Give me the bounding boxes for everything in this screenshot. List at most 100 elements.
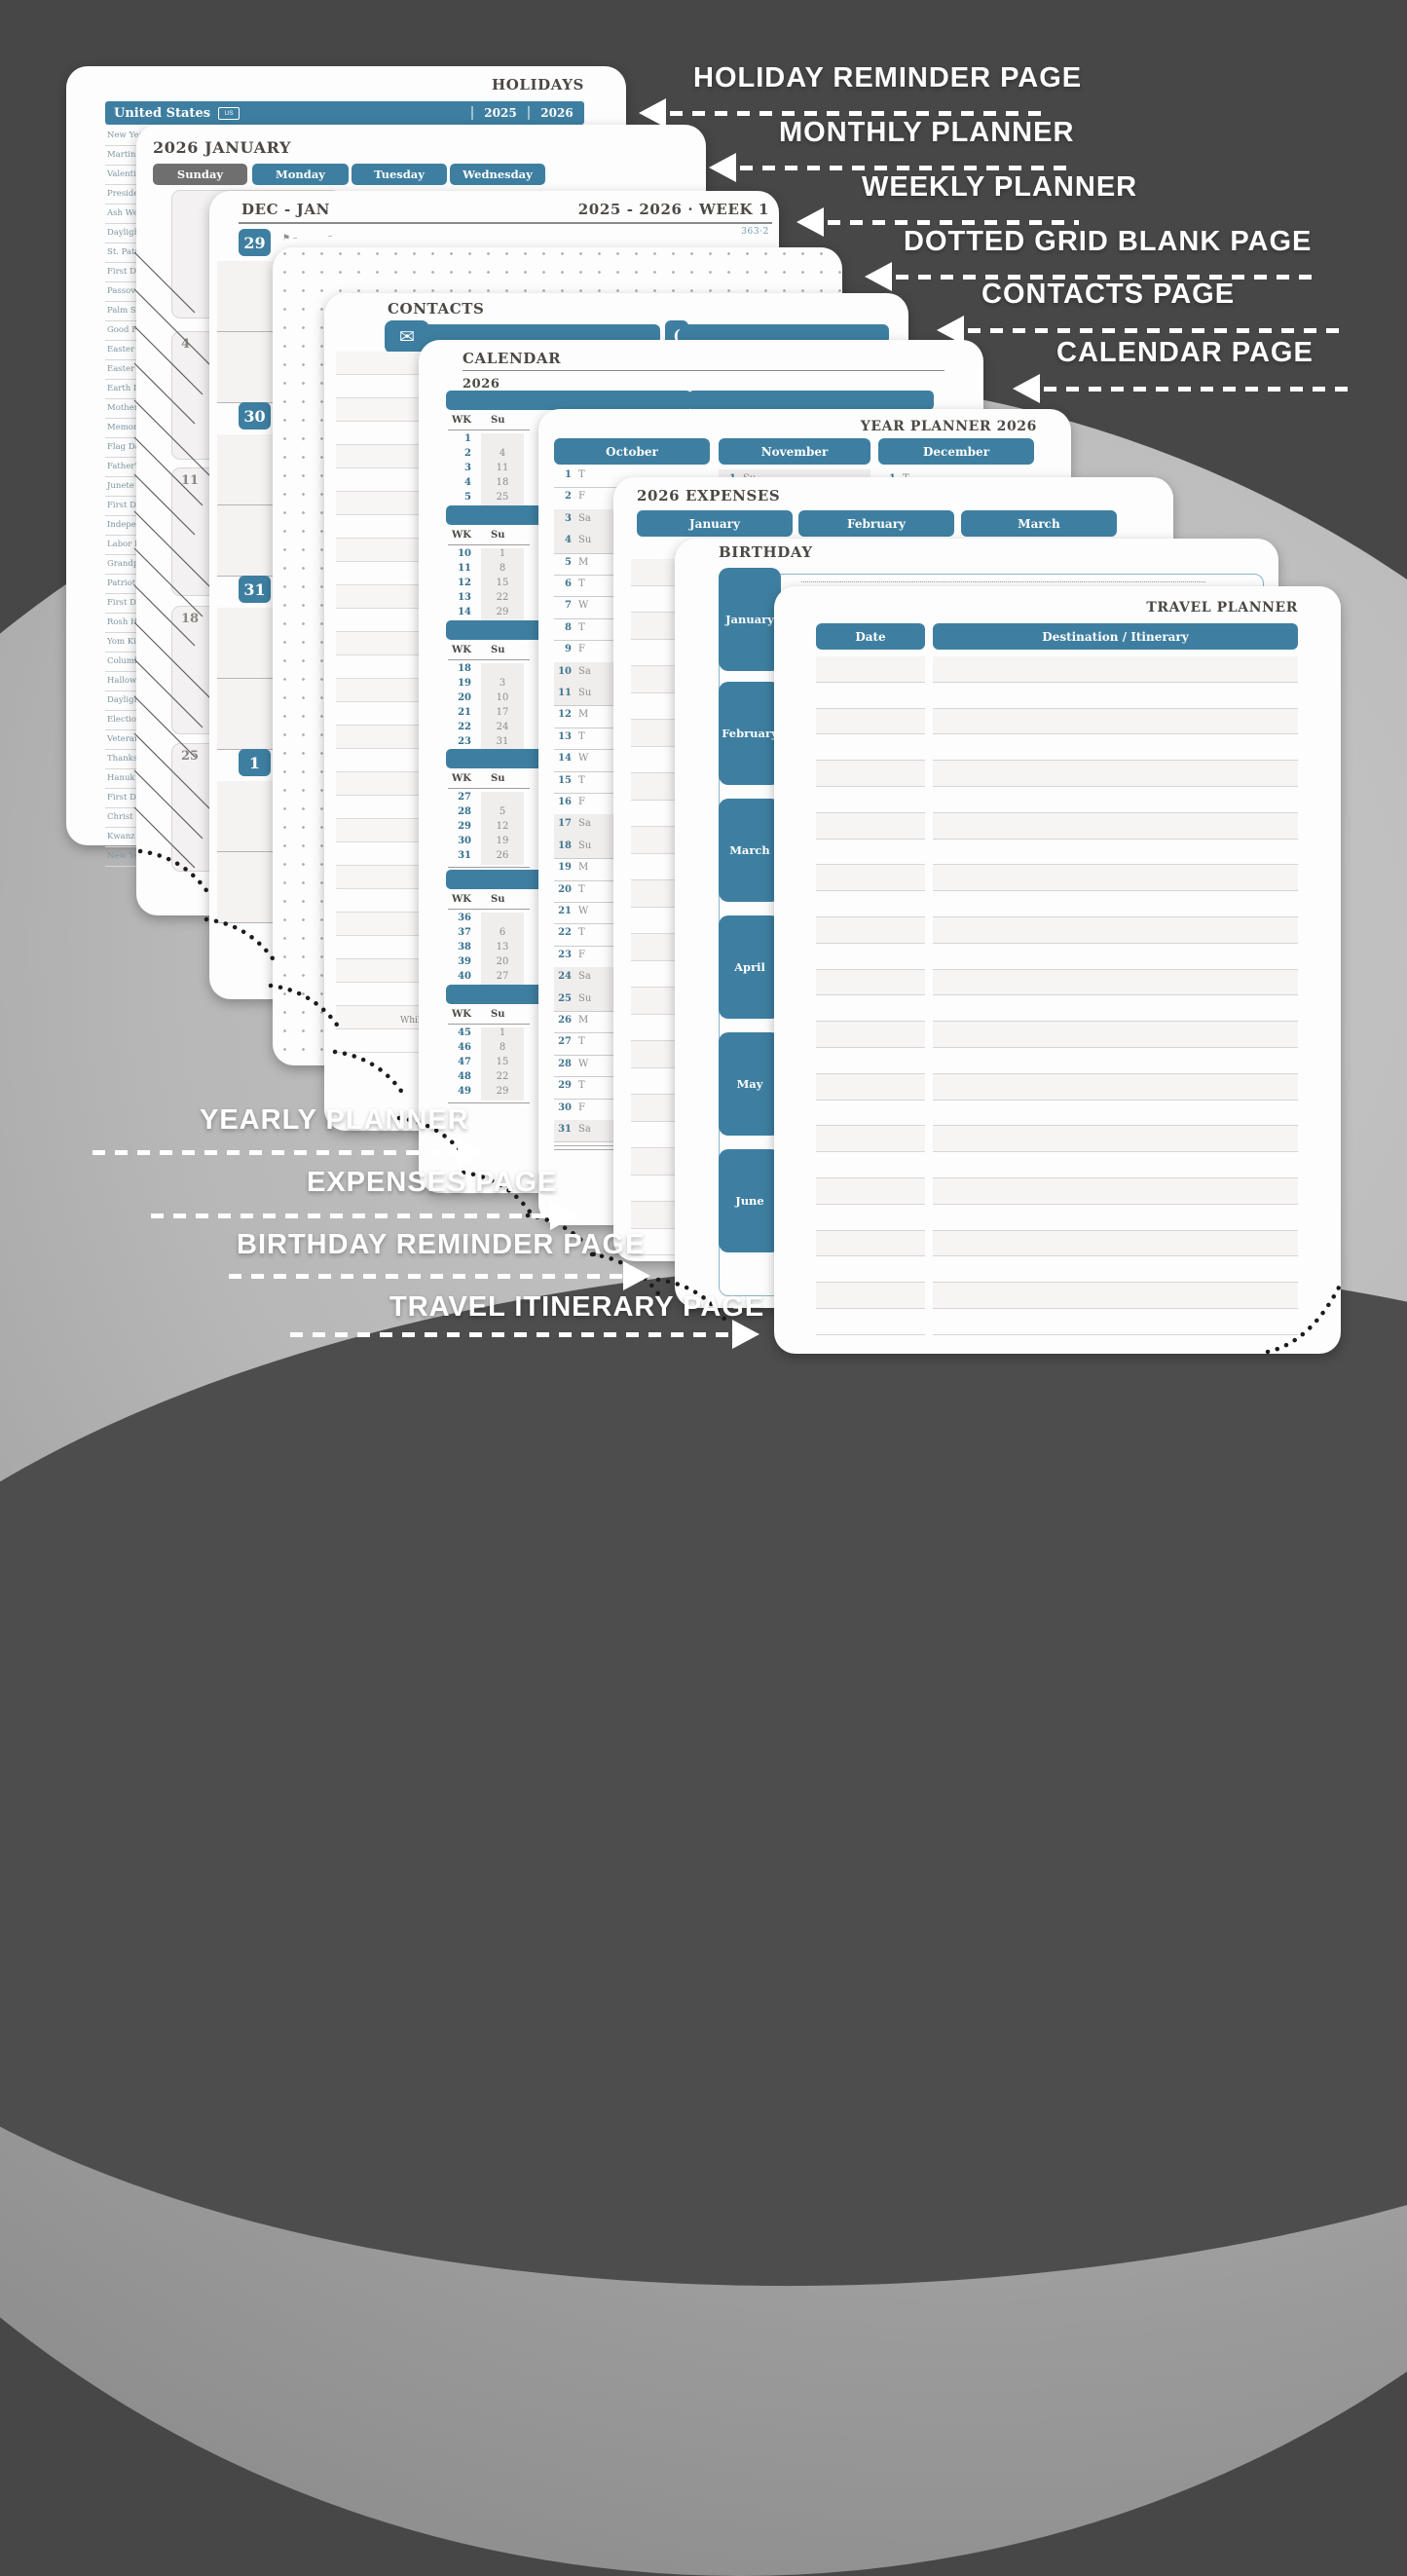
- holiday-name: First D: [107, 793, 136, 803]
- calendar-sunday-date: 1: [481, 548, 524, 563]
- calendar-week-number: 2: [464, 448, 471, 459]
- october-day-row: 25 Su: [554, 989, 622, 1012]
- travel-date-row: [816, 656, 925, 683]
- travel-destination-row: [933, 1048, 1298, 1074]
- travel-destination-row: [933, 1205, 1298, 1231]
- holiday-row: Memor: [105, 419, 138, 438]
- holiday-name: New Year': [107, 131, 150, 140]
- calendar-sunday-date: 20: [481, 956, 524, 971]
- sunday-cell-date: 11: [181, 473, 200, 488]
- october-day-number: 31: [558, 1124, 572, 1135]
- travel-date-row: [816, 708, 925, 735]
- holiday-name: Preside: [107, 189, 139, 199]
- october-day-number: 8: [565, 621, 572, 633]
- holiday-row: Passov: [105, 282, 138, 302]
- calendar-week-number: 5: [464, 492, 471, 503]
- calendar-colhead-su: Su: [491, 773, 505, 784]
- travel-date-row: [816, 1101, 925, 1127]
- expenses-month-march: March: [961, 510, 1117, 537]
- moon-phase-mark: ⚑ –: [282, 234, 298, 243]
- holiday-name: Easter S: [107, 345, 143, 355]
- travel-date-row: [816, 1283, 925, 1309]
- sunday-cell-date: 25: [181, 749, 200, 764]
- holiday-name: First D: [107, 501, 136, 510]
- calendar-colhead-rule: [448, 659, 530, 660]
- calendar-sunday-date: [481, 792, 524, 806]
- weekly-title-left: DEC - JAN: [241, 201, 330, 218]
- calendar-week-number: 21: [458, 707, 471, 718]
- us-flag-badge: US: [218, 106, 241, 120]
- calendar-colhead-wk: WK: [452, 415, 471, 426]
- travel-title: TRAVEL PLANNER: [1146, 600, 1298, 616]
- calendar-week-number: 37: [458, 927, 471, 938]
- october-day-weekday: W: [578, 1058, 589, 1069]
- year-column-2026: 2026: [528, 106, 584, 120]
- calendar-week-number: 11: [458, 563, 471, 574]
- birthday-title: BIRTHDAY: [719, 543, 813, 561]
- calendar-week-number: 45: [458, 1027, 471, 1038]
- calendar-sunday-date: 11: [481, 463, 524, 477]
- calendar-sunday-date: [481, 913, 524, 927]
- calendar-month-bar-2: [688, 391, 934, 410]
- holiday-row: Easter S: [105, 341, 143, 360]
- holiday-name: Father': [107, 462, 137, 471]
- holiday-name: Ash We: [107, 208, 138, 218]
- october-day-number: 23: [558, 949, 572, 960]
- october-day-number: 4: [565, 535, 572, 546]
- holiday-row: Preside: [105, 185, 138, 205]
- holiday-name: Dayligh: [107, 695, 140, 705]
- day-header-monday: Monday: [252, 164, 349, 185]
- october-day-weekday: M: [578, 556, 589, 568]
- expenses-title: 2026 EXPENSES: [637, 487, 781, 504]
- calendar-sunday-date: 22: [481, 1071, 524, 1086]
- label-weekly-planner: WEEKLY PLANNER: [862, 171, 1138, 203]
- calendar-week-number: 10: [458, 548, 471, 559]
- october-day-weekday: Sa: [578, 1124, 591, 1135]
- travel-date-row: [816, 969, 925, 996]
- travel-destination-row: [933, 865, 1298, 892]
- october-day-row: 10 Sa: [554, 661, 622, 685]
- month-button-december: December: [878, 438, 1034, 465]
- weekly-title-right: 2025 - 2026 · WEEK 1: [577, 201, 769, 218]
- calendar-week-number: 13: [458, 592, 471, 603]
- calendar-colhead-su: Su: [491, 530, 505, 541]
- october-day-number: 25: [558, 992, 572, 1004]
- holiday-row: Valenti: [105, 166, 138, 185]
- october-day-row: 22 T: [554, 923, 622, 947]
- calendar-week-number: 39: [458, 956, 471, 967]
- october-day-row: 26 M: [554, 1011, 622, 1034]
- october-day-row: 21 W: [554, 902, 622, 925]
- october-day-number: 2: [565, 491, 572, 503]
- october-day-row: 17 Sa: [554, 814, 622, 838]
- calendar-sunday-date: 18: [481, 477, 524, 492]
- october-day-weekday: T: [578, 1036, 585, 1048]
- october-day-weekday: F: [578, 1101, 585, 1113]
- holiday-name: Earth D: [107, 384, 140, 393]
- october-day-weekday: F: [578, 644, 585, 655]
- travel-destination-row: [933, 969, 1298, 996]
- october-day-row: 13 T: [554, 728, 622, 751]
- october-day-row: 18 Su: [554, 836, 622, 860]
- arrow-left-icon: [639, 98, 666, 128]
- travel-date-row: [816, 1256, 925, 1284]
- holidays-title: HOLIDAYS: [491, 76, 584, 93]
- travel-destination-row: [933, 812, 1298, 840]
- october-day-number: 28: [558, 1058, 572, 1069]
- arrow-left-icon: [865, 262, 892, 291]
- label-monthly-planner: MONTHLY PLANNER: [779, 117, 1075, 148]
- calendar-week-number: 14: [458, 607, 471, 617]
- birthday-month-tab: January: [719, 568, 781, 671]
- sunday-cell-date: 4: [181, 337, 191, 352]
- travel-destination-row: [933, 656, 1298, 683]
- holiday-row: Easter: [105, 360, 138, 380]
- october-day-number: 14: [558, 753, 572, 765]
- holiday-name: Thanks: [107, 754, 138, 764]
- october-day-row: 30 F: [554, 1099, 622, 1121]
- travel-date-row: [816, 812, 925, 840]
- label-contacts-page: CONTACTS PAGE: [981, 279, 1236, 310]
- october-day-number: 29: [558, 1080, 572, 1092]
- travel-date-row: [816, 1022, 925, 1048]
